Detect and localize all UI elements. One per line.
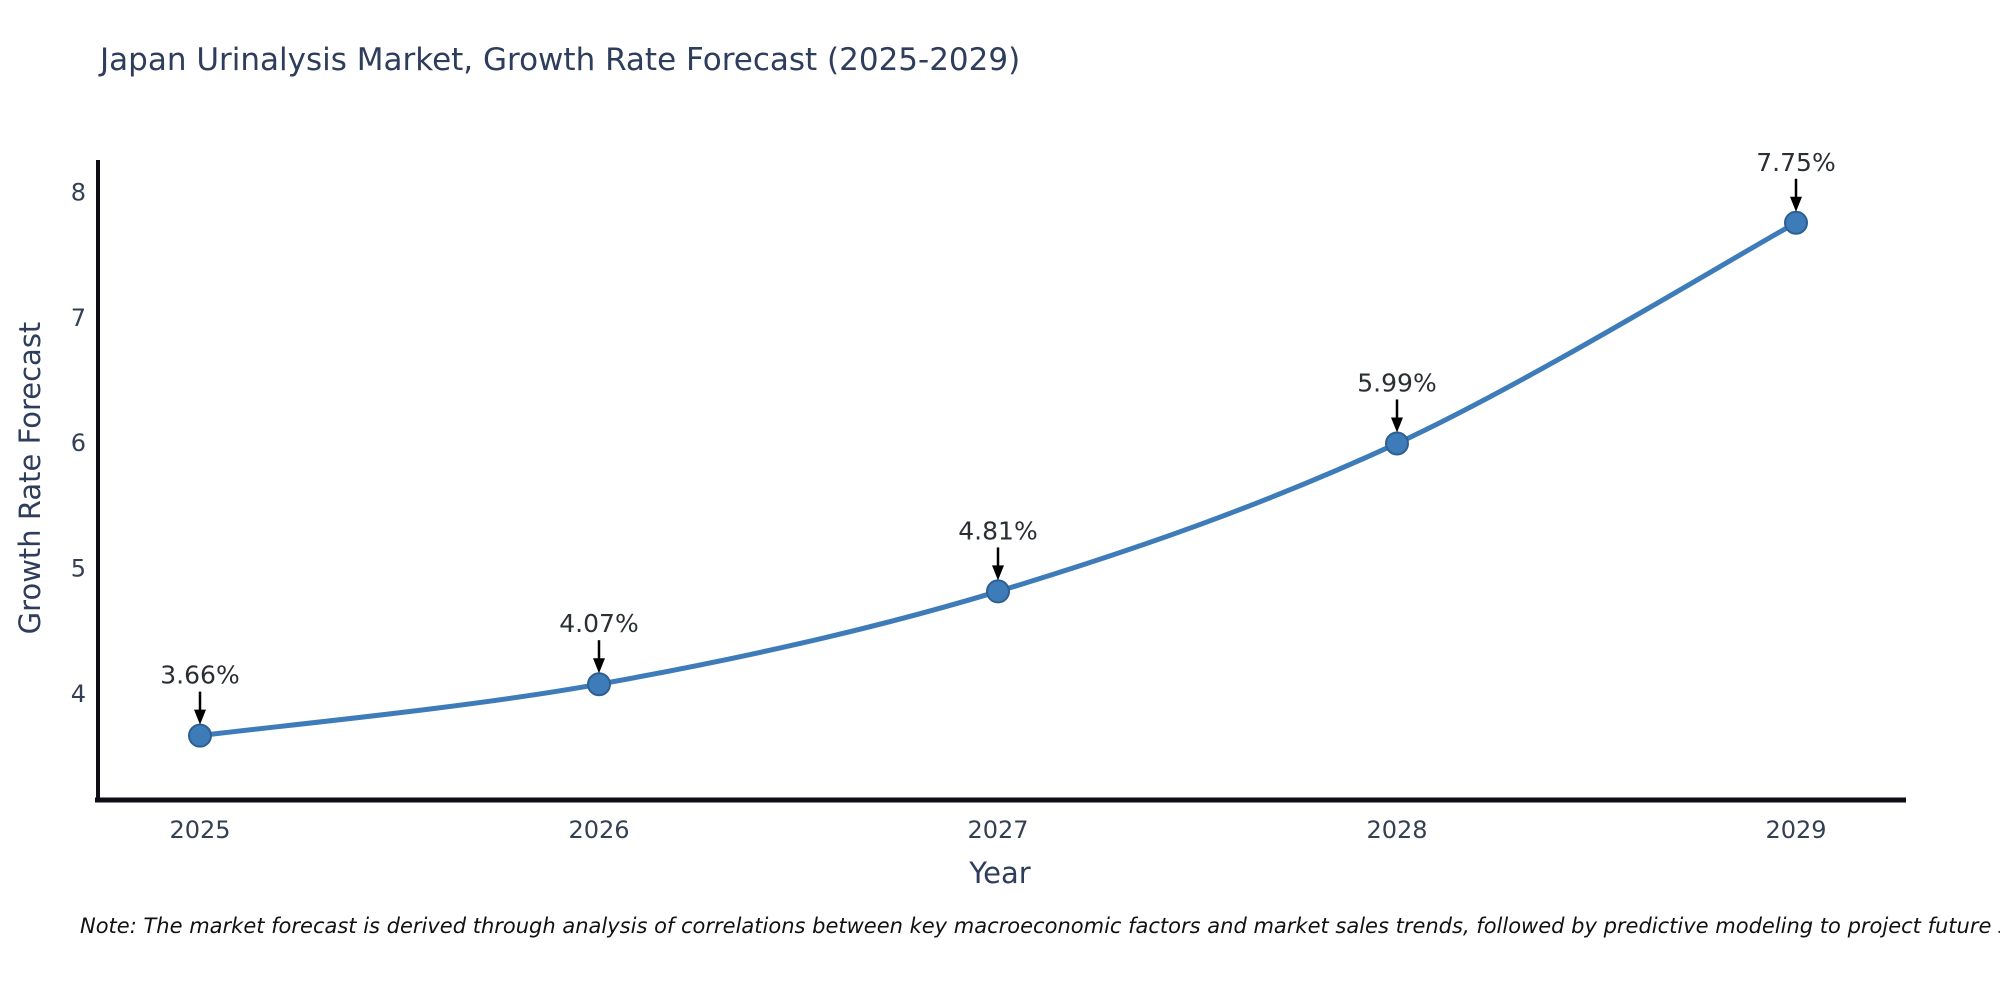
y-tick-label: 4 [71, 680, 86, 708]
footnote: Note: The market forecast is derived thr… [80, 914, 2000, 938]
data-point-marker [188, 723, 212, 748]
y-tick-label: 5 [71, 555, 86, 583]
data-point-marker [986, 579, 1010, 604]
chart-title: Japan Urinalysis Market, Growth Rate For… [100, 42, 1021, 78]
x-tick-label: 2026 [568, 816, 629, 844]
x-axis-title: Year [969, 856, 1031, 890]
data-point-marker [1385, 431, 1409, 456]
series-line [197, 220, 1799, 739]
y-tick-label: 8 [71, 178, 86, 206]
annotation-arrowhead-icon [1790, 196, 1802, 212]
annotation-arrowhead-icon [194, 709, 206, 725]
annotation-arrowhead-icon [1391, 417, 1403, 433]
y-axis-title: Growth Rate Forecast [13, 321, 47, 635]
annotation-label: 3.66% [160, 661, 239, 690]
x-tick-label: 2025 [169, 816, 230, 844]
data-point-marker [587, 672, 611, 697]
x-tick-label: 2027 [967, 816, 1028, 844]
annotation-label: 4.07% [559, 609, 638, 638]
annotation-label: 7.75% [1756, 148, 1835, 177]
annotation-label: 4.81% [958, 516, 1037, 545]
annotation-label: 5.99% [1357, 368, 1436, 397]
annotation-arrowhead-icon [992, 565, 1004, 581]
y-tick-label: 7 [71, 304, 86, 332]
y-tick-label: 6 [71, 429, 86, 457]
data-point-marker [1784, 210, 1808, 235]
x-tick-label: 2029 [1765, 816, 1826, 844]
annotation-arrowhead-icon [593, 658, 605, 674]
x-tick-label: 2028 [1366, 816, 1427, 844]
